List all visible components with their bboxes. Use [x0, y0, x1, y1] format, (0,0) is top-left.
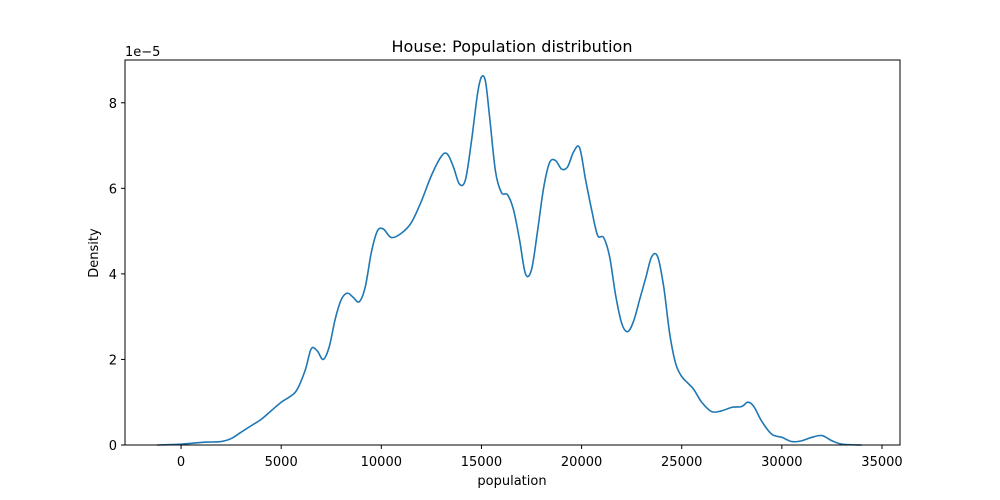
y-tick-label: 4 [109, 268, 117, 283]
x-tick-label: 15000 [461, 455, 502, 470]
y-tick-label: 8 [109, 97, 117, 112]
x-tick-label: 10000 [361, 455, 402, 470]
y-tick-label: 0 [109, 439, 117, 454]
x-tick-label: 0 [177, 455, 185, 470]
x-tick-label: 25000 [661, 455, 702, 470]
x-tick-label: 20000 [561, 455, 602, 470]
density-line-series-0 [157, 75, 862, 446]
x-axis: 0 5000 10000 15000 20000 25000 30000 35000 [177, 445, 903, 470]
x-tick-label: 30000 [761, 455, 802, 470]
y-tick-label: 6 [109, 182, 117, 197]
y-scale-label: 1e−5 [125, 45, 160, 60]
y-axis-label: Density [87, 228, 102, 278]
y-axis: 0 2 4 6 8 [109, 97, 125, 454]
plot-area [157, 75, 862, 446]
y-tick-label: 2 [109, 353, 117, 368]
x-axis-label: population [477, 474, 546, 489]
chart-title: House: Population distribution [392, 37, 633, 56]
x-tick-label: 5000 [265, 455, 298, 470]
axes-frame [124, 59, 901, 446]
x-tick-label: 35000 [861, 455, 902, 470]
